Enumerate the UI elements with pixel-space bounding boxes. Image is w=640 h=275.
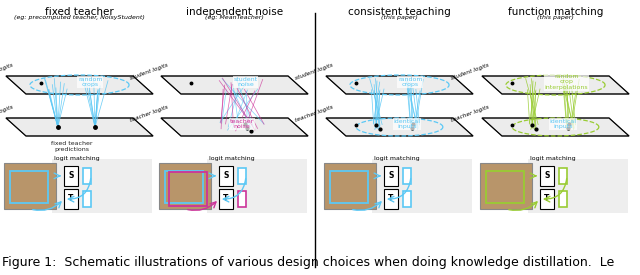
FancyBboxPatch shape (403, 191, 411, 207)
Text: student logits: student logits (0, 63, 14, 81)
Polygon shape (482, 76, 629, 94)
Text: random
crops: random crops (398, 77, 422, 87)
FancyBboxPatch shape (480, 163, 532, 209)
Text: T: T (544, 194, 550, 204)
FancyBboxPatch shape (559, 168, 567, 184)
FancyBboxPatch shape (324, 163, 376, 209)
FancyBboxPatch shape (528, 159, 628, 213)
Text: (eg: MeanTeacher): (eg: MeanTeacher) (205, 15, 264, 20)
Text: independent noise: independent noise (186, 7, 283, 17)
Text: Figure 1:  Schematic illustrations of various design choices when doing knowledg: Figure 1: Schematic illustrations of var… (2, 256, 614, 269)
Text: student
noise: student noise (234, 77, 257, 87)
Text: teacher logits: teacher logits (0, 104, 14, 123)
FancyBboxPatch shape (52, 159, 152, 213)
Text: S: S (544, 171, 550, 180)
Text: student logits: student logits (129, 63, 169, 81)
FancyBboxPatch shape (238, 191, 246, 207)
FancyBboxPatch shape (559, 191, 567, 207)
Polygon shape (326, 118, 473, 136)
FancyBboxPatch shape (238, 168, 246, 184)
Text: logit matching: logit matching (209, 156, 255, 161)
Text: student logits: student logits (294, 63, 334, 81)
Text: (this paper): (this paper) (381, 15, 418, 20)
Text: logit matching: logit matching (54, 156, 100, 161)
FancyBboxPatch shape (372, 159, 472, 213)
Text: random
crop
interpolations: random crop interpolations (545, 74, 588, 90)
Text: identical
inputs: identical inputs (394, 119, 420, 130)
Text: logit matching: logit matching (374, 156, 420, 161)
Text: (this paper): (this paper) (537, 15, 574, 20)
Polygon shape (161, 118, 308, 136)
FancyBboxPatch shape (219, 189, 233, 209)
FancyBboxPatch shape (384, 189, 398, 209)
Text: T: T (223, 194, 228, 204)
Polygon shape (326, 76, 473, 94)
Text: logit matching: logit matching (530, 156, 576, 161)
Polygon shape (6, 76, 153, 94)
Text: T: T (388, 194, 394, 204)
Polygon shape (482, 118, 629, 136)
Polygon shape (6, 118, 153, 136)
FancyBboxPatch shape (83, 191, 91, 207)
Text: teacher logits: teacher logits (294, 104, 334, 123)
FancyBboxPatch shape (83, 168, 91, 184)
FancyBboxPatch shape (403, 168, 411, 184)
FancyBboxPatch shape (4, 163, 56, 209)
Text: random
crops: random crops (78, 77, 102, 87)
Text: teacher logits: teacher logits (451, 104, 490, 123)
Text: S: S (223, 171, 228, 180)
Text: fixed teacher: fixed teacher (45, 7, 114, 17)
Text: teacher
noise: teacher noise (230, 119, 254, 130)
FancyBboxPatch shape (159, 163, 211, 209)
Text: identical
inputs: identical inputs (550, 119, 577, 130)
Text: fixed teacher
predictions: fixed teacher predictions (51, 141, 93, 152)
Text: S: S (388, 171, 394, 180)
Polygon shape (161, 76, 308, 94)
Text: consistent teaching: consistent teaching (348, 7, 451, 17)
FancyBboxPatch shape (540, 166, 554, 186)
Text: student logits: student logits (451, 63, 490, 81)
Text: S: S (68, 171, 74, 180)
FancyBboxPatch shape (540, 189, 554, 209)
FancyBboxPatch shape (64, 166, 78, 186)
Text: function matching: function matching (508, 7, 603, 17)
Text: T: T (68, 194, 74, 204)
Text: (eg: precomputed teacher, NoisyStudent): (eg: precomputed teacher, NoisyStudent) (14, 15, 145, 20)
FancyBboxPatch shape (219, 166, 233, 186)
Text: teacher logits: teacher logits (129, 104, 169, 123)
FancyBboxPatch shape (207, 159, 307, 213)
FancyBboxPatch shape (64, 189, 78, 209)
FancyBboxPatch shape (384, 166, 398, 186)
